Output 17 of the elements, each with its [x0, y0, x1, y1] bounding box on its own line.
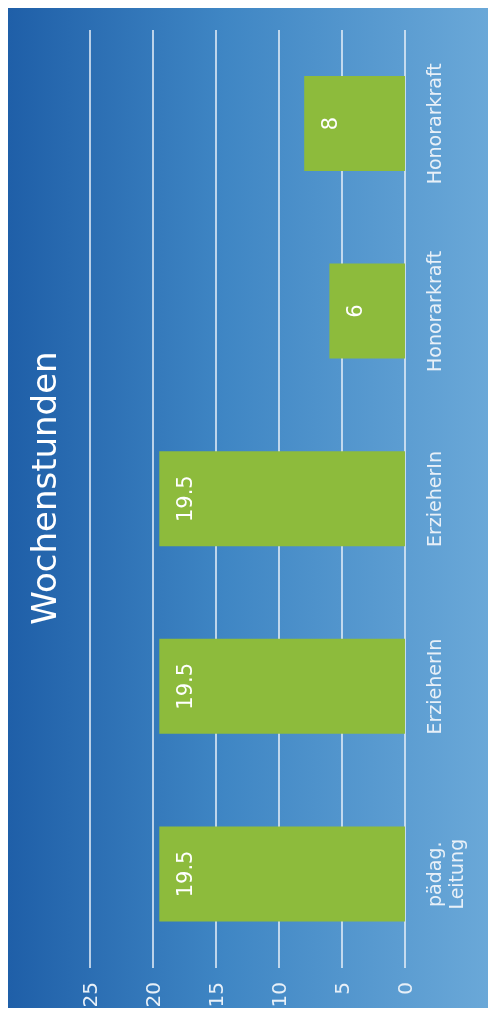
y-tick-label: ErzieherIn: [423, 638, 446, 735]
text: Wochenstunden: [24, 351, 64, 625]
x-tick-label: 10: [267, 982, 291, 1008]
y-tick-label: ErzieherIn: [423, 451, 446, 547]
data-label: 6: [343, 304, 368, 318]
x-tick-label: 5: [330, 982, 354, 995]
data-label: 19.5: [173, 475, 198, 523]
y-tick-label: Honorarkraft: [423, 63, 446, 185]
x-tick-label: 0: [393, 982, 417, 995]
y-tick-label: pädag. Leitung: [423, 838, 468, 910]
x-tick-label: 15: [204, 982, 228, 1008]
x-tick-label: 20: [141, 982, 165, 1008]
x-tick-label: 25: [78, 982, 102, 1008]
data-label: 19.5: [173, 662, 198, 710]
data-label: 19.5: [173, 850, 198, 898]
data-label: 8: [318, 116, 343, 131]
y-tick-label: Honorarkraft: [423, 250, 446, 372]
